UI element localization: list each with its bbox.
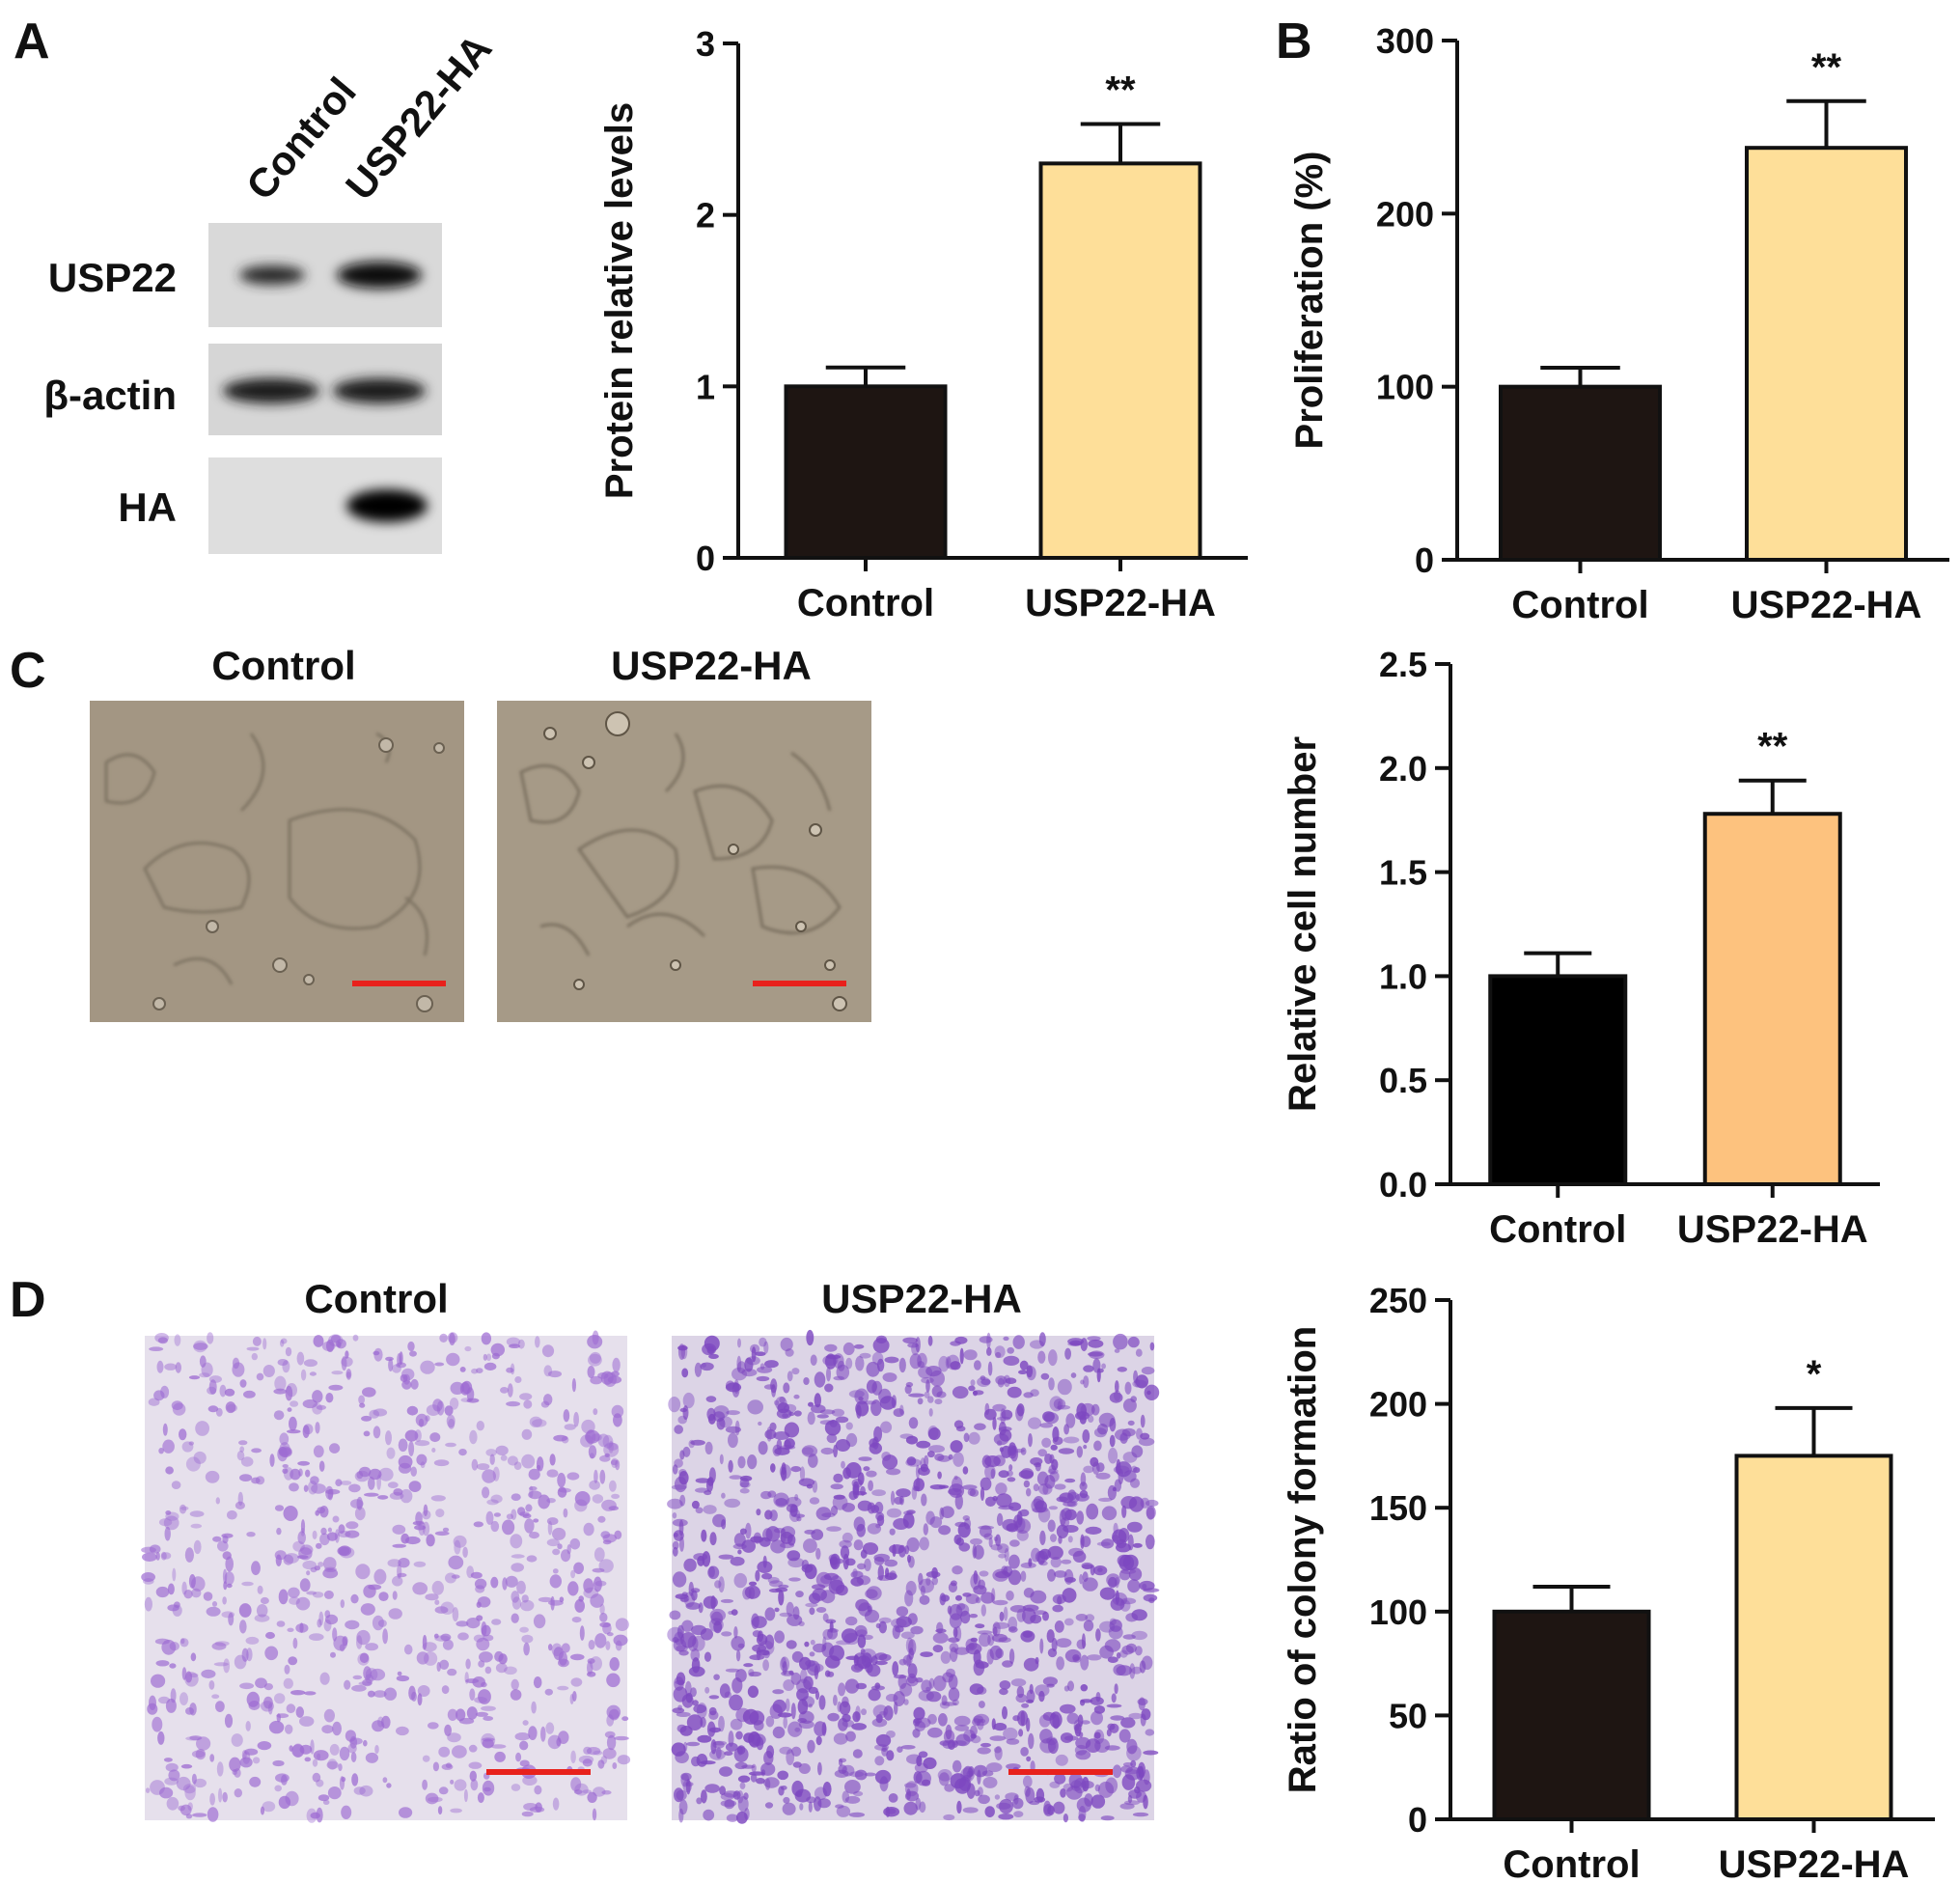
y-tick-label: 200	[1369, 1385, 1427, 1425]
y-tick-label: 200	[1376, 194, 1434, 234]
significance-marker: *	[1807, 1353, 1822, 1396]
significance-marker: **	[1757, 726, 1788, 768]
bar-control	[784, 384, 948, 561]
bar-chart-colony-formation: 0 50 100 150 200 250 Ratio of colony formation…	[1282, 1281, 1935, 1883]
blot-row-label-beta-actin: β-actin	[43, 373, 177, 418]
x-category-label: Control	[1503, 1843, 1640, 1883]
stain-image-control	[141, 1330, 631, 1823]
bar-chart-relative-cell-number: 0.0 0.5 1.0 1.5 2.0 2.5 Relative cell number Co…	[1282, 645, 1880, 1251]
y-tick-label: 0	[1408, 1800, 1427, 1840]
micrograph-title-control: Control	[211, 643, 355, 688]
panel-letter-d: D	[10, 1272, 46, 1328]
y-tick-label: 150	[1369, 1488, 1427, 1528]
blot-band-usp22-usp22-ha	[337, 262, 422, 289]
bar-control	[1499, 384, 1662, 562]
y-tick-label: 1	[696, 367, 715, 406]
x-category-label: Control	[1511, 584, 1648, 626]
scale-bar-stain-usp22-ha	[1008, 1769, 1113, 1775]
bar-chart-protein-levels: 0 1 2 3 Protein relative levels Control USP22-…	[598, 24, 1248, 624]
x-category-label: USP22-HA	[1677, 1208, 1868, 1251]
significance-marker: **	[1811, 46, 1842, 89]
stain-dots-usp22-ha	[667, 1329, 1160, 1824]
y-tick-label: 100	[1376, 368, 1434, 407]
y-tick-label: 2.5	[1379, 645, 1427, 684]
y-tick-label: 0	[696, 539, 715, 578]
blot-band-actin-control	[223, 378, 319, 403]
bar-control	[1492, 1609, 1651, 1822]
y-tick-label: 50	[1389, 1696, 1427, 1735]
y-tick-label: 3	[696, 24, 715, 64]
x-category-label: Control	[797, 582, 934, 624]
blot-row-label-ha: HA	[118, 485, 177, 530]
x-category-label: USP22-HA	[1731, 584, 1922, 626]
stain-dots-control	[141, 1330, 631, 1823]
stain-title-control: Control	[304, 1276, 448, 1321]
panel-letter-a: A	[14, 14, 50, 69]
stain-image-usp22-ha	[667, 1329, 1160, 1824]
y-axis-label: Relative cell number	[1282, 736, 1324, 1112]
x-category-label: Control	[1489, 1208, 1626, 1251]
y-axis-label: Proliferation (%)	[1288, 152, 1331, 450]
blot-row-label-usp22: USP22	[48, 255, 177, 300]
y-tick-label: 100	[1369, 1592, 1427, 1632]
y-tick-label: 300	[1376, 21, 1434, 61]
scale-bar-micrograph-control	[352, 981, 446, 986]
bar-control	[1488, 974, 1628, 1187]
bar-usp22-ha	[1734, 1454, 1893, 1822]
y-tick-label: 0	[1415, 540, 1434, 580]
bar-usp22-ha	[1038, 161, 1202, 560]
stain-title-usp22-ha: USP22-HA	[821, 1276, 1022, 1321]
blot-band-actin-usp22-ha	[333, 378, 426, 403]
micrograph-control	[90, 701, 464, 1022]
y-tick-label: 0.5	[1379, 1061, 1427, 1100]
panel-letter-c: C	[10, 643, 46, 699]
blot-band-ha-usp22-ha	[346, 489, 428, 522]
bar-chart-proliferation: 0 100 200 300 Proliferation (%) Control USP22-…	[1288, 21, 1949, 626]
y-tick-label: 2	[696, 196, 715, 235]
y-tick-label: 1.0	[1379, 956, 1427, 996]
y-tick-label: 0.0	[1379, 1165, 1427, 1205]
significance-marker: **	[1105, 69, 1136, 112]
y-axis-label: Protein relative levels	[598, 102, 641, 499]
scale-bar-stain-control	[486, 1769, 591, 1775]
lane-label-usp22-ha: USP22-HA	[337, 25, 501, 208]
x-category-label: USP22-HA	[1719, 1843, 1910, 1883]
western-blot: Control USP22-HA USP22 β-actin HA	[43, 25, 500, 554]
micrograph-title-usp22-ha: USP22-HA	[611, 643, 812, 688]
bar-usp22-ha	[1702, 812, 1842, 1186]
y-tick-label: 1.5	[1379, 853, 1427, 893]
x-category-label: USP22-HA	[1025, 582, 1216, 624]
panel-letter-b: B	[1276, 14, 1312, 69]
bar-usp22-ha	[1745, 146, 1908, 562]
y-tick-label: 250	[1369, 1281, 1427, 1320]
blot-band-usp22-control	[239, 265, 305, 285]
y-tick-label: 2.0	[1379, 749, 1427, 789]
scale-bar-micrograph-usp22-ha	[753, 981, 846, 986]
y-axis-label: Ratio of colony formation	[1282, 1326, 1324, 1793]
micrograph-usp22-ha	[497, 701, 871, 1022]
